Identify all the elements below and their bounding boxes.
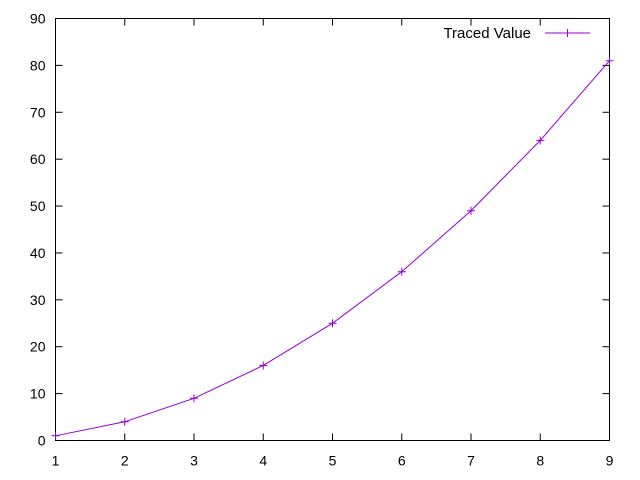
y-tick-label: 50 bbox=[30, 198, 46, 214]
x-tick-label: 9 bbox=[606, 453, 614, 469]
x-tick-label: 4 bbox=[259, 453, 267, 469]
data-point bbox=[397, 267, 406, 276]
data-point bbox=[467, 206, 475, 215]
data-point bbox=[259, 361, 268, 370]
series-layer bbox=[51, 56, 614, 440]
y-tick-label: 70 bbox=[30, 104, 46, 120]
data-point bbox=[120, 417, 129, 426]
y-tick-label: 30 bbox=[30, 292, 46, 308]
legend: Traced Value bbox=[443, 25, 590, 42]
y-tick-label: 0 bbox=[38, 433, 46, 449]
legend-label-traced-value: Traced Value bbox=[443, 25, 531, 42]
x-tick-label: 7 bbox=[467, 453, 475, 469]
y-tick-label: 40 bbox=[30, 245, 46, 261]
plot-frame bbox=[55, 18, 610, 441]
data-point bbox=[328, 319, 337, 328]
x-tick-label: 5 bbox=[329, 453, 337, 469]
x-tick-label: 2 bbox=[121, 453, 129, 469]
y-tick-label: 20 bbox=[30, 339, 46, 355]
x-tick-label: 3 bbox=[190, 453, 198, 469]
x-axis-ticks: 1 2 3 4 5 6 7 8 9 bbox=[52, 18, 614, 469]
y-tick-label: 90 bbox=[30, 11, 46, 27]
legend-marker-traced-value bbox=[563, 29, 572, 37]
y-tick-label: 60 bbox=[30, 151, 46, 167]
y-tick-label: 10 bbox=[30, 386, 46, 402]
data-point bbox=[605, 56, 614, 65]
series-line-0 bbox=[55, 60, 610, 437]
data-point bbox=[51, 431, 60, 440]
y-tick-label: 80 bbox=[30, 57, 46, 73]
x-tick-label: 8 bbox=[536, 453, 544, 469]
data-point bbox=[536, 136, 545, 145]
y-axis-ticks: 0 10 20 30 40 50 60 70 80 90 bbox=[30, 11, 610, 449]
data-point bbox=[190, 394, 198, 403]
x-tick-label: 6 bbox=[398, 453, 406, 469]
x-tick-label: 1 bbox=[52, 453, 60, 469]
